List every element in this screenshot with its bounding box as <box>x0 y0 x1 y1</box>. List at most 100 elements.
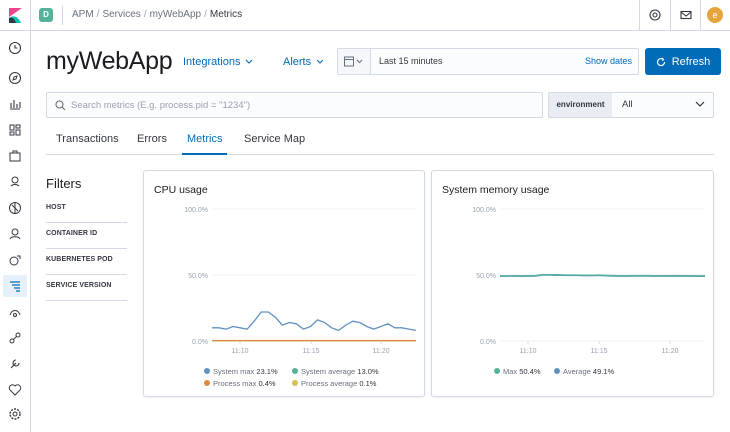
environment-value: All <box>622 99 633 110</box>
top-bar: D APM / Services / myWebApp / Metrics e <box>0 0 730 31</box>
mail-icon <box>680 10 692 20</box>
x-tick-label: 11:10 <box>232 348 249 355</box>
clock-icon[interactable] <box>8 41 22 55</box>
chevron-down-icon <box>246 59 253 64</box>
refresh-button[interactable]: Refresh <box>645 48 721 75</box>
search-input[interactable] <box>71 97 531 113</box>
tab-bar: Transactions Errors Metrics Service Map <box>46 126 714 155</box>
cpu-usage-panel: CPU usage 100.0% 50.0% 0.0% 11:10 11:15 11:20… <box>143 170 425 397</box>
date-range-value[interactable]: Last 15 minutes <box>379 56 443 66</box>
x-tick-label: 11:20 <box>373 348 390 355</box>
search-icon <box>55 100 66 111</box>
calendar-icon <box>344 56 363 67</box>
divider <box>62 6 63 25</box>
canvas-icon[interactable] <box>8 149 22 163</box>
cpu-usage-chart: 100.0% 50.0% 0.0% 11:10 11:15 11:20 <box>184 207 417 355</box>
legend-value: 23.1% <box>256 367 278 376</box>
integrations-label: Integrations <box>183 56 241 68</box>
legend-label: System max <box>213 367 255 376</box>
compass-icon[interactable] <box>8 71 22 85</box>
breadcrumb-current: Metrics <box>209 9 243 20</box>
kibana-logo[interactable] <box>0 0 31 31</box>
legend-item[interactable]: Process max 0.4% <box>204 379 276 388</box>
memory-usage-panel: System memory usage 100.0% 50.0% 0.0% 11:10… <box>431 170 714 397</box>
alerts-label: Alerts <box>283 56 312 68</box>
legend-item[interactable]: Max 50.4% <box>494 367 541 376</box>
visualize-icon[interactable] <box>8 97 22 111</box>
page-title: myWebApp <box>46 47 173 75</box>
legend-item[interactable]: Average 49.1% <box>554 367 614 376</box>
x-tick-label: 11:10 <box>520 348 537 355</box>
alerts-menu-button[interactable]: Alerts <box>283 56 324 68</box>
help-button[interactable] <box>639 0 670 31</box>
y-tick-label: 100.0% <box>184 207 208 214</box>
series-line <box>212 311 417 332</box>
integrations-menu-button[interactable]: Integrations <box>183 56 253 68</box>
y-tick-label: 50.0% <box>188 273 208 280</box>
uptime-icon[interactable] <box>8 305 22 319</box>
filters-title: Filters <box>46 176 82 191</box>
monitoring-icon[interactable] <box>8 383 22 397</box>
legend-label: Max <box>503 367 518 376</box>
environment-label: environment <box>549 93 612 117</box>
legend-label: Process max <box>213 379 257 388</box>
filter-container-id[interactable]: CONTAINER ID <box>46 224 127 249</box>
legend-item[interactable]: System max 23.1% <box>204 367 278 376</box>
logs-icon[interactable] <box>8 253 22 267</box>
filter-kubernetes-pod[interactable]: KUBERNETES POD <box>46 250 127 275</box>
x-tick-label: 11:20 <box>662 348 679 355</box>
y-tick-label: 0.0% <box>480 339 496 346</box>
show-dates-link[interactable]: Show dates <box>584 56 632 66</box>
series-line <box>500 273 705 277</box>
tab-errors[interactable]: Errors <box>137 133 167 145</box>
legend-value: 13.0% <box>357 367 379 376</box>
y-tick-label: 100.0% <box>472 207 496 214</box>
chart-title: System memory usage <box>442 184 550 196</box>
management-icon[interactable] <box>8 407 22 421</box>
space-avatar[interactable]: D <box>39 8 53 22</box>
legend-label: Process average <box>301 379 358 388</box>
tab-metrics[interactable]: Metrics <box>182 133 228 155</box>
maps-icon[interactable] <box>8 175 22 189</box>
left-nav <box>0 31 31 432</box>
breadcrumb: APM / Services / myWebApp / Metrics <box>72 9 243 20</box>
dashboard-icon[interactable] <box>8 123 22 137</box>
chart-title: CPU usage <box>154 184 208 196</box>
quick-select-button[interactable] <box>338 49 371 74</box>
dev-tools-icon[interactable] <box>8 357 22 371</box>
refresh-icon <box>656 57 665 66</box>
tab-transactions[interactable]: Transactions <box>56 133 119 145</box>
breadcrumb-services[interactable]: Services <box>102 9 141 20</box>
ml-icon[interactable] <box>8 201 22 215</box>
legend-item[interactable]: System average 13.0% <box>292 367 379 376</box>
y-tick-label: 50.0% <box>476 273 496 280</box>
environment-select[interactable]: environment All <box>548 92 714 118</box>
legend-label: Average <box>563 367 591 376</box>
graph-icon[interactable] <box>8 331 22 345</box>
legend-item[interactable]: Process average 0.1% <box>292 379 376 388</box>
breadcrumb-service[interactable]: myWebApp <box>149 9 202 20</box>
legend-value: 0.4% <box>258 379 276 388</box>
search-bar <box>46 92 543 118</box>
breadcrumb-apm[interactable]: APM <box>72 9 94 20</box>
chevron-down-icon <box>316 59 324 64</box>
legend-label: System average <box>301 367 356 376</box>
date-picker: Last 15 minutes Show dates <box>337 48 639 75</box>
x-tick-label: 11:15 <box>591 348 608 355</box>
avatar: e <box>707 7 723 23</box>
x-tick-label: 11:15 <box>303 348 320 355</box>
infra-icon[interactable] <box>8 227 22 241</box>
apm-icon[interactable] <box>8 279 22 293</box>
filter-service-version[interactable]: SERVICE VERSION <box>46 276 127 301</box>
legend-value: 49.1% <box>592 367 615 376</box>
memory-usage-chart: 100.0% 50.0% 0.0% 11:10 11:15 11:20 <box>472 207 705 355</box>
newsfeed-button[interactable] <box>670 0 701 31</box>
legend-value: 50.4% <box>519 367 541 376</box>
tab-service-map[interactable]: Service Map <box>244 133 306 145</box>
legend-value: 0.1% <box>359 379 377 388</box>
user-menu-button[interactable]: e <box>700 0 730 31</box>
help-icon <box>649 9 661 21</box>
filter-host[interactable]: HOST <box>46 198 127 223</box>
refresh-label: Refresh <box>671 55 711 68</box>
y-tick-label: 0.0% <box>192 339 208 346</box>
